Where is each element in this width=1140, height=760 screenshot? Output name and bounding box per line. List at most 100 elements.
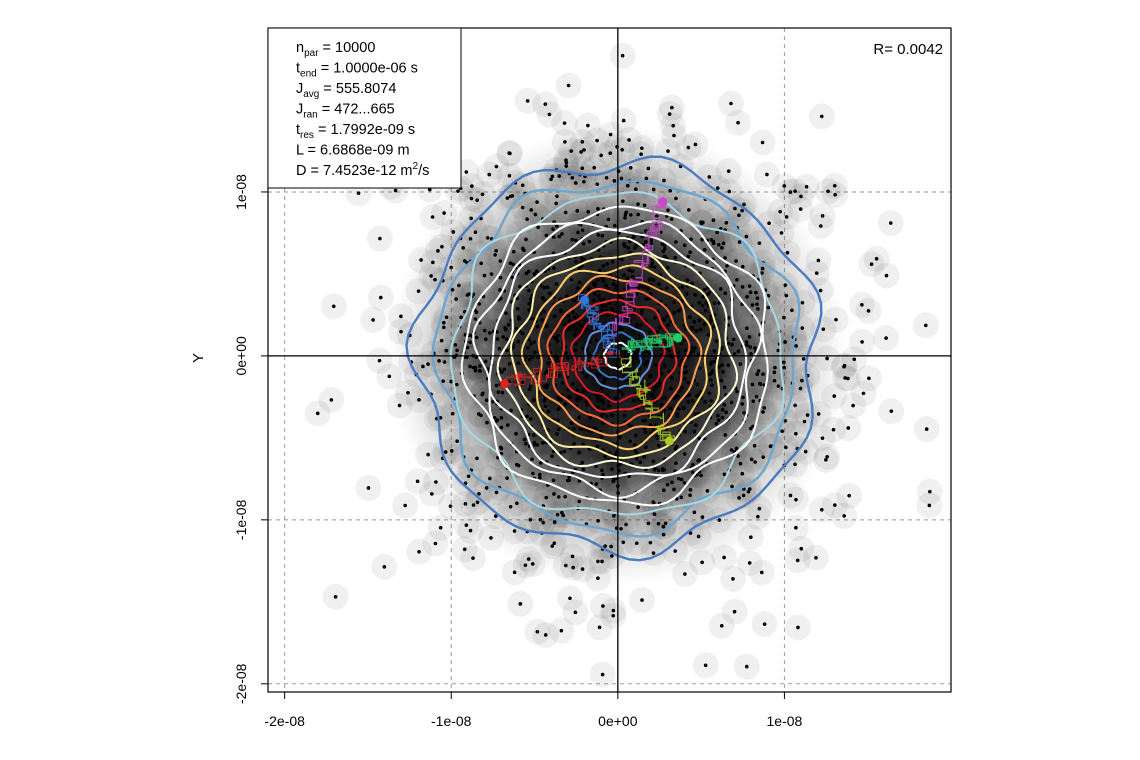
particle-point (801, 357, 806, 361)
particle-point (524, 271, 529, 276)
particle-point (708, 362, 713, 366)
y-tick-label: -2e-08 (233, 663, 249, 704)
particle-point (597, 625, 602, 630)
particle-point (662, 254, 667, 259)
particle-point (547, 112, 552, 117)
particle-point (516, 463, 521, 468)
particle-point (693, 292, 697, 297)
particle-point (747, 284, 752, 288)
particle-point (500, 370, 504, 374)
particle-point (632, 329, 636, 333)
particle-point (450, 287, 455, 292)
particle-point (459, 315, 463, 320)
particle-point (659, 397, 664, 401)
particle-point (527, 387, 532, 391)
particle-point (707, 372, 711, 377)
particle-point (682, 243, 687, 248)
particle-point (480, 192, 485, 197)
particle-point (516, 339, 521, 344)
info-line: D = 7.4523e-12 m2/s (296, 161, 429, 179)
particle-point (504, 311, 508, 316)
particle-point (478, 369, 482, 373)
particle-point (825, 454, 829, 459)
particle-point (468, 236, 473, 241)
particle-point (559, 450, 563, 455)
particle-point (702, 287, 707, 292)
x-tick-label: -2e-08 (264, 713, 305, 729)
particle-point (665, 265, 670, 270)
particle-point (641, 419, 645, 423)
particle-point (554, 282, 559, 286)
particle-point (646, 350, 651, 355)
track-endpoint (580, 295, 590, 305)
particle-point (499, 446, 504, 451)
particle-point (779, 231, 784, 235)
particle-point (501, 335, 506, 339)
particle-point (449, 449, 454, 453)
particle-point (621, 392, 625, 397)
particle-point (495, 337, 500, 341)
particle-point (592, 165, 597, 170)
particle-point (536, 225, 540, 230)
particle-point (440, 244, 444, 249)
particle-point (555, 333, 560, 338)
particle-point (727, 189, 732, 194)
particle-point (612, 179, 617, 183)
particle-point (656, 468, 661, 473)
particle-point (540, 318, 544, 322)
particle-point (761, 455, 766, 459)
particle-point (677, 389, 682, 394)
particle-point (485, 420, 489, 425)
particle-point (720, 246, 724, 250)
particle-point (475, 198, 480, 202)
particle-point (507, 361, 512, 366)
particle-point (749, 352, 753, 356)
particle-point (690, 281, 694, 286)
particle-point (711, 218, 716, 223)
particle-point (468, 528, 473, 533)
particle-point (720, 363, 724, 368)
particle-point (451, 230, 456, 234)
particle-point (814, 271, 819, 276)
particle-point (552, 520, 557, 524)
particle-point (508, 261, 513, 265)
particle-point (747, 335, 752, 339)
particle-point (793, 403, 797, 408)
particle-point (612, 223, 617, 228)
particle-point (670, 105, 674, 110)
particle-point (527, 308, 532, 312)
particle-point (483, 359, 488, 364)
particle-point (426, 362, 430, 366)
particle-point (636, 285, 640, 290)
particle-point (508, 194, 513, 199)
particle-point (888, 221, 893, 225)
particle-point (462, 547, 467, 552)
particle-point (805, 413, 810, 417)
particle-point (675, 414, 680, 419)
particle-point (500, 390, 505, 395)
particle-point (760, 140, 765, 145)
particle-point (725, 264, 729, 268)
particle-point (736, 349, 741, 354)
particle-point (596, 207, 600, 211)
info-line: L = 6.6868e-09 m (296, 143, 410, 159)
particle-point (799, 546, 804, 551)
particle-point (613, 287, 618, 292)
particle-point (555, 432, 559, 436)
particle-point (726, 341, 731, 346)
particle-point (543, 404, 548, 409)
particle-point (686, 400, 691, 404)
particle-point (564, 164, 569, 168)
particle-point (604, 175, 609, 180)
particle-point (766, 293, 771, 298)
particle-point (570, 237, 575, 242)
particle-point (726, 363, 731, 368)
particle-point (580, 140, 585, 144)
particle-point (474, 310, 479, 314)
particle-point (371, 318, 375, 322)
particle-point (557, 427, 561, 432)
particle-point (628, 165, 633, 170)
particle-point (433, 277, 437, 282)
particle-point (712, 324, 716, 329)
particle-point (802, 419, 807, 424)
